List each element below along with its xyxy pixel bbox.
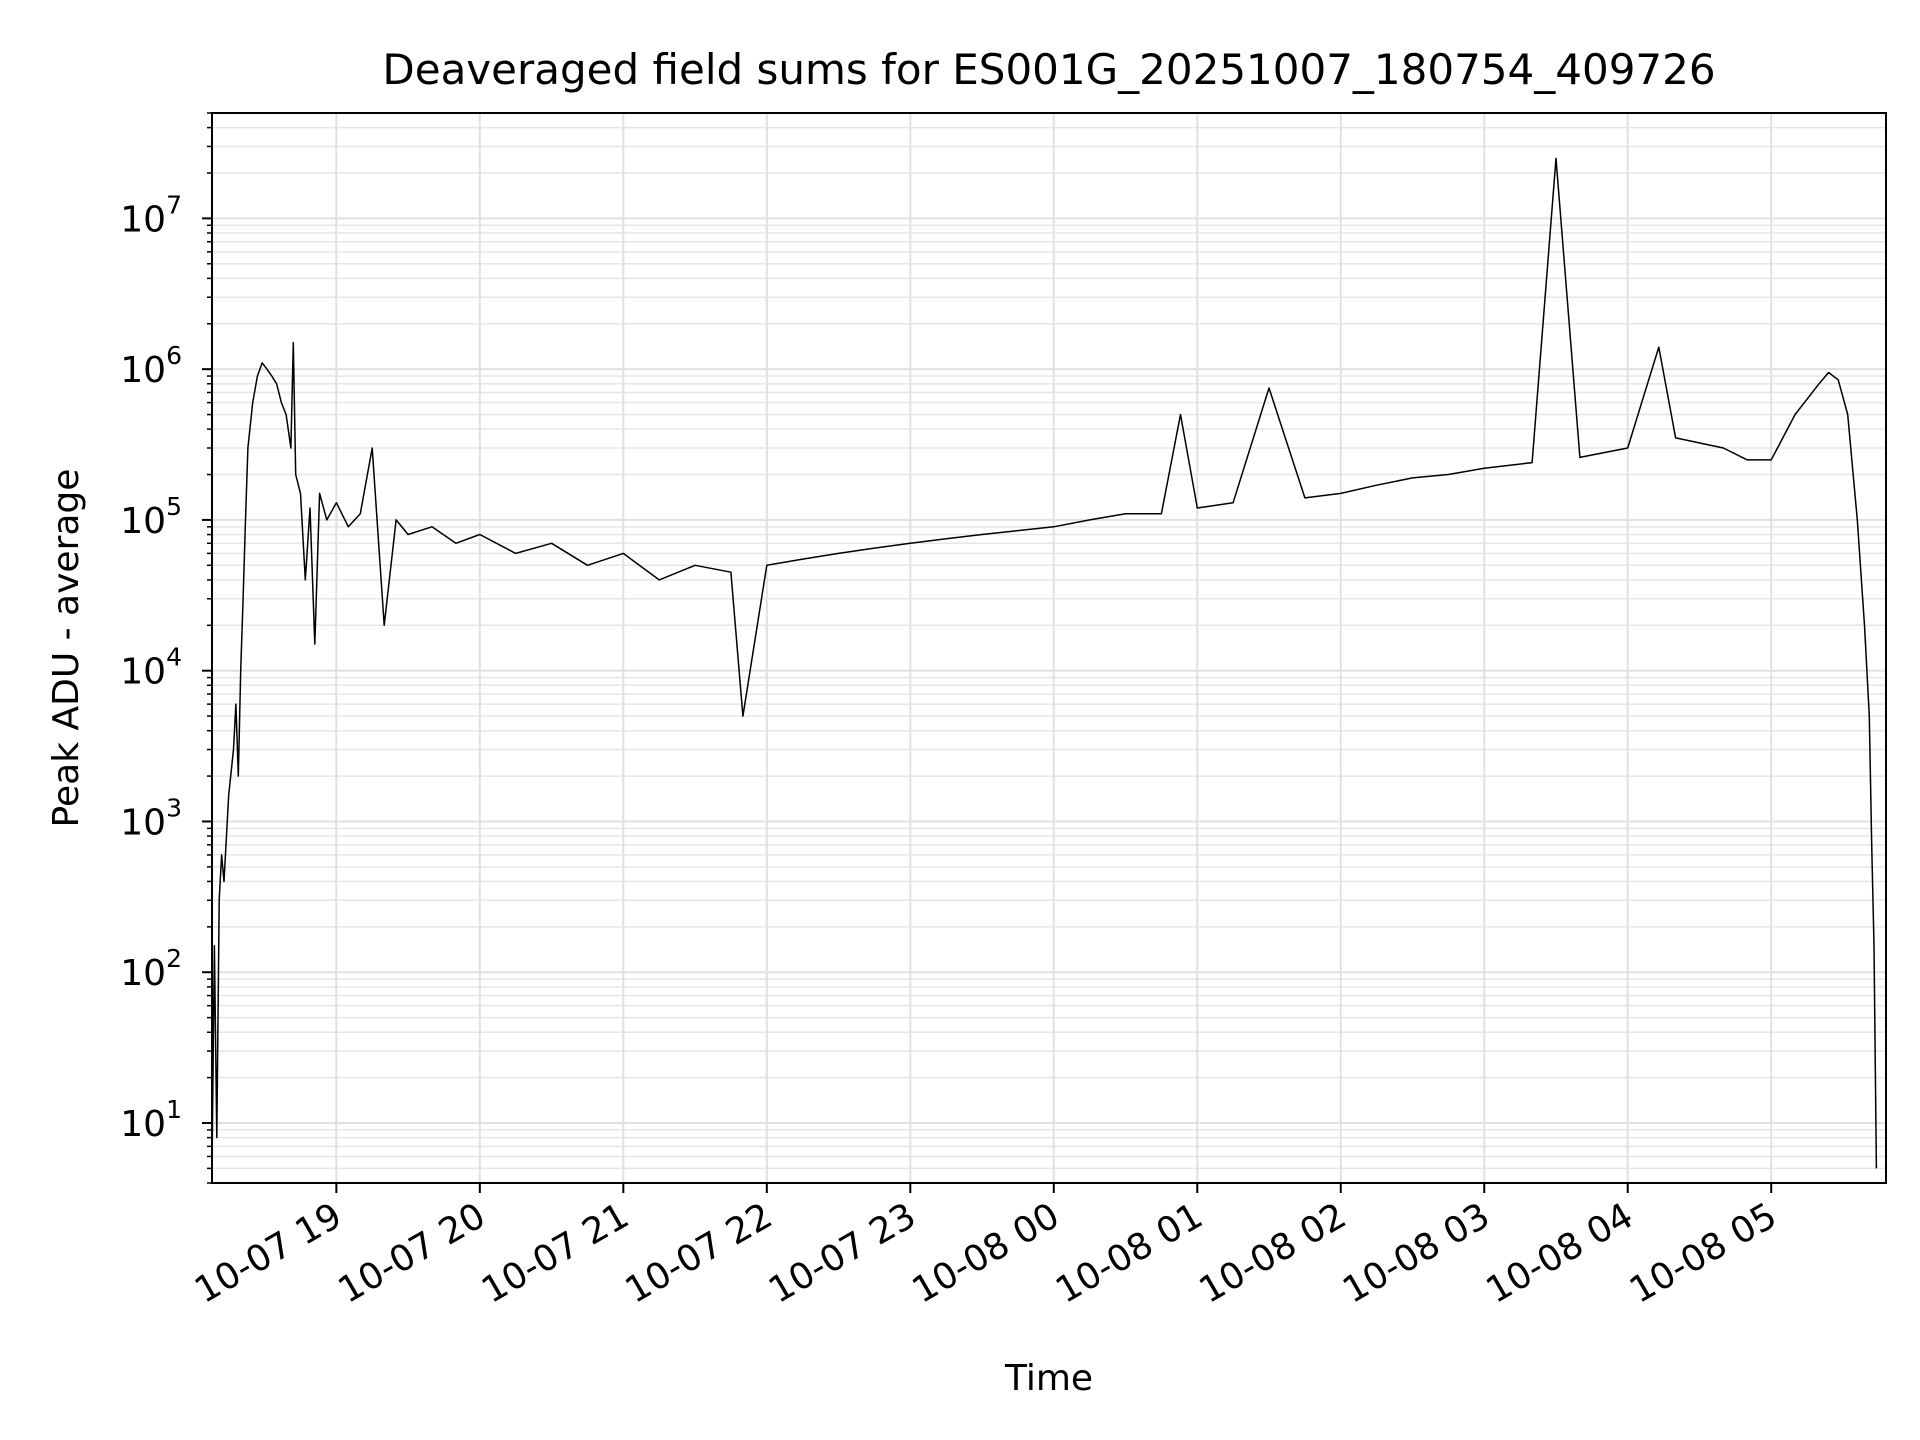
y-tick-label: 106 <box>120 341 182 391</box>
y-tick-label: 105 <box>120 492 182 542</box>
chart-title: Deaveraged field sums for ES001G_2025100… <box>382 45 1715 94</box>
y-tick-label: 104 <box>120 643 182 693</box>
y-tick-label: 107 <box>120 190 182 240</box>
x-axis-label: Time <box>1004 1358 1093 1399</box>
y-tick-label: 102 <box>120 944 182 994</box>
y-tick-label: 101 <box>120 1095 182 1145</box>
y-axis: 101 102 103 104 105 106 107 <box>120 112 212 1184</box>
y-tick-label: 103 <box>120 793 182 843</box>
y-axis-label: Peak ADU - average <box>46 469 87 828</box>
plot-frame <box>211 112 1887 1184</box>
series-line-0 <box>211 157 1878 1169</box>
series-group <box>211 157 1878 1169</box>
